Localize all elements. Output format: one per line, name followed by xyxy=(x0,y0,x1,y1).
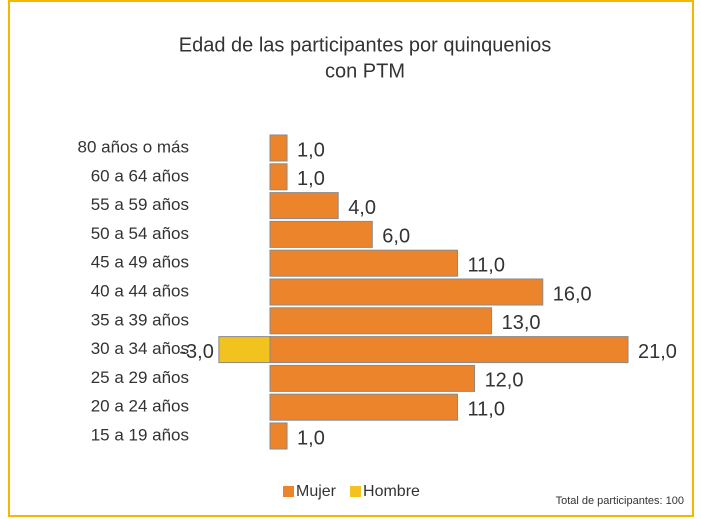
value-label: 16,0 xyxy=(553,283,592,305)
bar xyxy=(269,422,288,450)
bar xyxy=(269,278,544,306)
value-label: 11,0 xyxy=(468,398,505,420)
value-label: 4,0 xyxy=(348,197,376,219)
value-label: 13,0 xyxy=(502,312,541,334)
category-label: 40 a 44 años xyxy=(91,281,189,300)
chart-title: Edad de las participantes por quinquenio… xyxy=(179,34,551,56)
category-label: 45 a 49 años xyxy=(91,253,189,272)
category-label: 80 años o más xyxy=(77,137,189,156)
legend-label: Mujer xyxy=(296,483,337,500)
value-label: 1,0 xyxy=(297,139,325,161)
bar xyxy=(218,336,271,364)
value-label: 12,0 xyxy=(485,370,524,392)
value-label: 6,0 xyxy=(382,226,410,248)
value-label: -3,0 xyxy=(179,341,213,363)
value-label: 11,0 xyxy=(468,254,505,276)
legend-label: Hombre xyxy=(363,483,420,500)
category-label: 60 a 64 años xyxy=(91,166,189,185)
category-label: 20 a 24 años xyxy=(91,397,189,416)
annotation: Total de participantes: 100 xyxy=(556,495,684,507)
bar xyxy=(269,192,339,220)
legend-swatch xyxy=(283,486,294,497)
bar xyxy=(269,134,288,162)
bar xyxy=(269,393,459,421)
bar xyxy=(269,249,459,277)
category-label: 25 a 29 años xyxy=(91,368,189,387)
category-label: 15 a 19 años xyxy=(91,425,189,444)
value-label: 21,0 xyxy=(638,341,677,363)
category-label: 30 a 34 años xyxy=(91,339,189,358)
legend-swatch xyxy=(350,486,362,497)
value-label: 1,0 xyxy=(297,168,325,190)
category-label: 35 a 39 años xyxy=(91,310,189,329)
value-label: 1,0 xyxy=(297,427,325,449)
bar xyxy=(269,336,629,364)
chart-title: con PTM xyxy=(325,60,405,82)
category-label: 55 a 59 años xyxy=(91,195,189,214)
bar xyxy=(269,163,288,191)
category-label: 50 a 54 años xyxy=(91,224,189,243)
bar xyxy=(269,220,373,248)
bar xyxy=(269,307,493,335)
bar xyxy=(269,364,476,392)
